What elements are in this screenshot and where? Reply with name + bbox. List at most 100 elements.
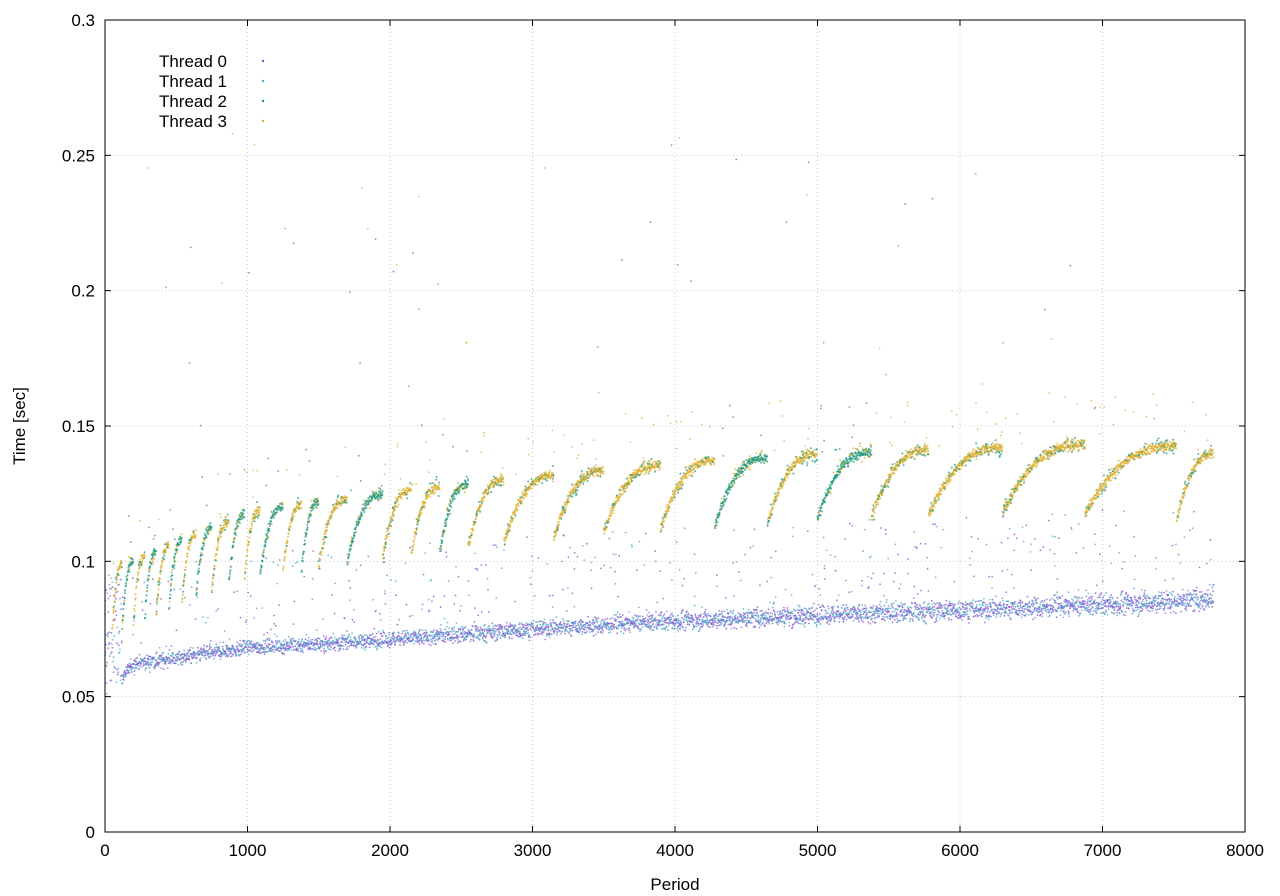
thread-0-point [674, 622, 677, 625]
thread-1-point [155, 652, 157, 655]
thread-1-point [190, 662, 193, 664]
thread-1-point [278, 639, 281, 642]
thread-0-point [252, 646, 254, 649]
thread-1-point [1031, 605, 1034, 608]
thread-1-point [591, 621, 594, 623]
thread-1-point [306, 642, 309, 645]
thread-1-point [479, 626, 482, 628]
thread-0-point [290, 646, 292, 649]
thread-1-point [392, 633, 395, 635]
thread-0-point [597, 617, 600, 619]
thread-1-point [526, 627, 529, 629]
thread-1-point [487, 627, 489, 630]
thread-0-point [645, 609, 648, 611]
thread-1-point [219, 641, 221, 644]
thread-1-point [593, 628, 595, 631]
thread-0-point [136, 657, 139, 659]
thread-0-point [573, 568, 576, 570]
thread-1-point [803, 607, 806, 610]
thread-1-point [1100, 600, 1103, 603]
thread-1-point [990, 609, 993, 612]
thread-0-point [1001, 608, 1004, 611]
thread-0-point [1154, 594, 1157, 597]
thread-1-point [855, 609, 857, 612]
thread-0-point [334, 649, 337, 652]
thread-1-point [352, 644, 355, 646]
thread-1-point [646, 624, 649, 626]
thread-0-point [333, 642, 335, 645]
thread-0-point [236, 641, 239, 643]
thread-1-point [602, 625, 604, 628]
thread-1-point [900, 602, 902, 604]
thread-1-point [517, 629, 520, 632]
thread-1-point [652, 629, 655, 631]
thread-0-point [1086, 604, 1088, 607]
thread-1-point [594, 556, 597, 559]
thread-1-point [311, 598, 314, 601]
thread-1-point [580, 625, 583, 628]
thread-0-point [697, 630, 700, 633]
thread-1-point [303, 646, 306, 649]
thread-0-point [786, 614, 788, 616]
thread-1-point [880, 605, 882, 608]
thread-1-point [585, 630, 588, 633]
thread-1-point [246, 639, 249, 642]
thread-1-point [474, 567, 477, 570]
thread-1-point [454, 632, 456, 635]
thread-1-point [980, 599, 983, 602]
thread-1-point [386, 574, 388, 577]
thread-1-point [924, 614, 927, 617]
thread-1-point [405, 635, 408, 638]
thread-1-point [600, 622, 602, 624]
thread-1-point [541, 625, 544, 628]
thread-1-point [430, 578, 433, 581]
thread-1-point [276, 582, 279, 585]
thread-0-point [950, 613, 952, 616]
thread-1-point [245, 644, 248, 646]
thread-0-point [445, 555, 448, 558]
thread-1-point [184, 596, 186, 599]
thread-1-point [343, 639, 346, 642]
thread-0-point [1085, 589, 1087, 592]
thread-0-point [537, 557, 540, 559]
thread-1-point [241, 643, 244, 646]
thread-0-point [896, 615, 899, 617]
thread-1-point [785, 610, 787, 613]
thread-1-point [758, 623, 761, 626]
thread-1-point [438, 635, 441, 638]
thread-1-point [1041, 615, 1043, 618]
thread-0-point [921, 607, 923, 609]
thread-0-point [477, 614, 480, 617]
thread-1-point [480, 632, 483, 635]
thread-0-point [859, 614, 862, 616]
thread-1-point [330, 556, 333, 559]
thread-1-point [495, 597, 498, 599]
thread-0-point [261, 644, 264, 647]
thread-1-point [830, 618, 833, 621]
thread-0-point [267, 637, 269, 640]
thread-1-point [753, 611, 756, 614]
thread-1-point [333, 636, 336, 639]
thread-0-point [535, 633, 537, 636]
thread-0-point [453, 603, 456, 605]
thread-0-point [737, 612, 740, 614]
thread-0-point [1081, 597, 1084, 599]
thread-1-point [695, 625, 698, 628]
thread-0-point [794, 610, 796, 612]
thread-0-point [918, 608, 921, 610]
thread-0-point [1055, 616, 1058, 619]
thread-1-point [547, 623, 549, 626]
thread-0-point [573, 552, 576, 554]
thread-1-point [1105, 591, 1108, 594]
thread-1-point [213, 657, 215, 660]
thread-0-point [152, 578, 154, 581]
thread-0-point [869, 622, 872, 625]
thread-0-point [947, 609, 949, 612]
thread-1-point [1016, 610, 1018, 613]
thread-1-point [473, 552, 476, 555]
thread-1-point [910, 607, 913, 609]
thread-1-point [504, 636, 506, 639]
thread-1-point [389, 641, 391, 644]
thread-0-point [735, 627, 738, 630]
thread-0-point [172, 657, 175, 659]
